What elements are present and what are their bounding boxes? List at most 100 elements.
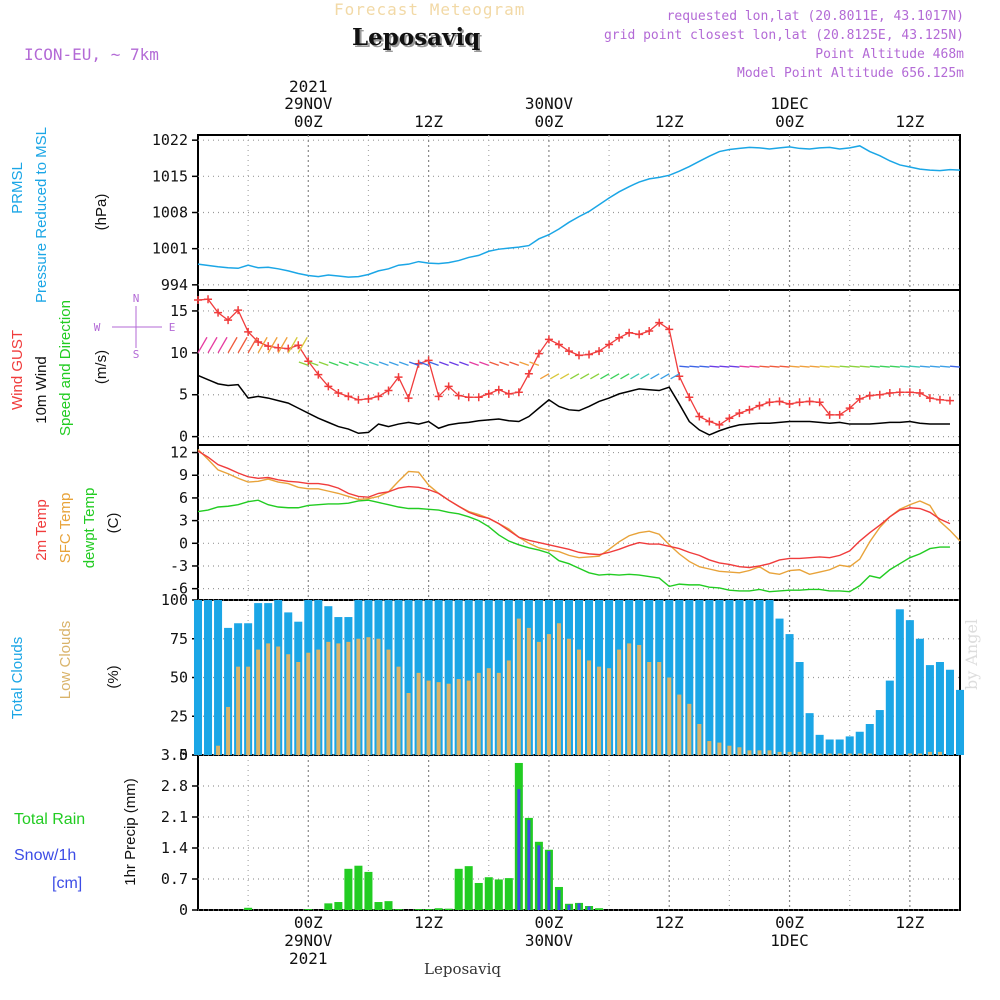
gust-marker [304,357,313,366]
wind-direction-arrow [689,365,700,368]
top-time-hour: 00Z [775,112,804,131]
wind-direction-arrow [650,373,660,380]
low-cloud-bar [366,637,371,755]
gust-marker [805,397,814,406]
wind-direction-arrow [779,365,790,368]
wind-direction-arrow [549,373,560,380]
low-cloud-bar [827,753,832,755]
ytick-label-precip: 2.8 [161,777,188,795]
rain-bar [595,908,604,910]
ytick-label-precip: 0 [179,901,188,919]
wind-direction-arrow [949,365,961,368]
ytick-label-clouds: 75 [170,630,188,648]
snow-bar [527,820,531,910]
wind-direction-arrow [839,365,850,368]
low-cloud-bar [617,649,622,755]
wind-direction-arrow [759,365,770,368]
total-cloud-bar [895,609,904,755]
wind-direction-arrow [739,365,750,368]
low-cloud-bar [536,641,541,755]
wind-direction-arrow [449,361,459,367]
ytick-label-precip: 3.5 [161,746,188,764]
wind-direction-arrow [849,365,860,368]
wind-direction-arrow [328,361,339,367]
page-title: Leposaviq [352,24,481,51]
wind-direction-arrow [580,373,590,380]
total-clouds-label: Total Clouds [9,637,26,720]
ytick-label-pressure: 1008 [152,204,188,222]
total-cloud-bar [424,600,433,755]
gust-marker [605,340,614,349]
total-cloud-bar [444,600,453,755]
wind-direction-arrow [729,365,740,368]
wind-direction-arrow [509,361,520,367]
pressure-label: PRMSL [9,162,26,214]
low-cloud-bar [917,753,922,755]
ytick-label-pressure: 1015 [152,167,188,185]
low-cloud-bar [256,649,261,755]
snow-bar [577,903,581,910]
low-cloud-bar [837,753,842,755]
gust-marker [825,410,834,419]
gust-marker [675,372,684,381]
low-cloud-bar [286,654,291,755]
wind-direction-arrow [719,365,730,368]
rain-bar [354,865,363,910]
gust-marker [625,328,634,337]
low-cloud-bar [667,677,672,755]
wind-direction-arrow [489,361,500,367]
bottom-time-hour: 12Z [414,913,443,932]
gust-marker [374,392,383,401]
precip-ylabel: 1hr Precip (mm) [122,778,139,886]
low-cloud-bar [236,666,241,755]
wind-direction-arrow [769,365,780,368]
low-cloud-bar [336,643,341,755]
wind-direction-arrow [499,361,510,367]
total-cloud-bar [945,669,954,755]
snow-bar [557,890,561,910]
total-cloud-bar [765,600,774,755]
compass-e: E [169,321,176,334]
low-cloud-bar [627,643,632,755]
compass-s: S [133,348,140,361]
wind-direction-arrow [308,361,319,367]
low-cloud-bar [546,634,551,755]
total-cloud-bar [785,634,794,755]
ytick-label-precip: 2.1 [161,808,188,826]
low-cloud-bar [396,666,401,755]
top-time-hour: 00Z [534,112,563,131]
gust-marker [474,393,483,402]
rain-bar [494,879,503,910]
total-cloud-bar [725,600,734,755]
total-cloud-bar [925,665,934,755]
ytick-label-temp: 3 [179,512,188,530]
total-cloud-bar [915,638,924,755]
low-cloud-bar [847,753,852,755]
total-cloud-bar [795,662,804,755]
low-cloud-bar [406,693,411,755]
wind-direction-arrow [378,361,389,367]
temp2m-line [197,450,951,569]
ytick-label-clouds: 50 [170,669,188,687]
low-cloud-bar [637,644,642,755]
bottom-time-date: 30NOV [525,931,574,950]
low-clouds-label: Low Clouds [57,621,74,699]
low-cloud-bar [867,753,872,755]
ytick-label-temp: 0 [179,534,188,552]
gust-marker [544,335,553,344]
bottom-time-hour: 00Z [775,913,804,932]
gust-marker [715,420,724,429]
gust-marker [745,405,754,414]
low-cloud-bar [226,706,231,755]
rain-bar [384,901,393,910]
gust-marker [935,395,944,404]
wind-direction-arrow [439,361,449,367]
low-cloud-bar [777,751,782,755]
gust-marker [434,392,443,401]
wind-direction-arrow [679,365,690,368]
wind-direction-arrow [388,361,399,367]
rain-bar [304,909,313,910]
gust-marker [635,330,644,339]
low-cloud-bar [526,627,531,755]
